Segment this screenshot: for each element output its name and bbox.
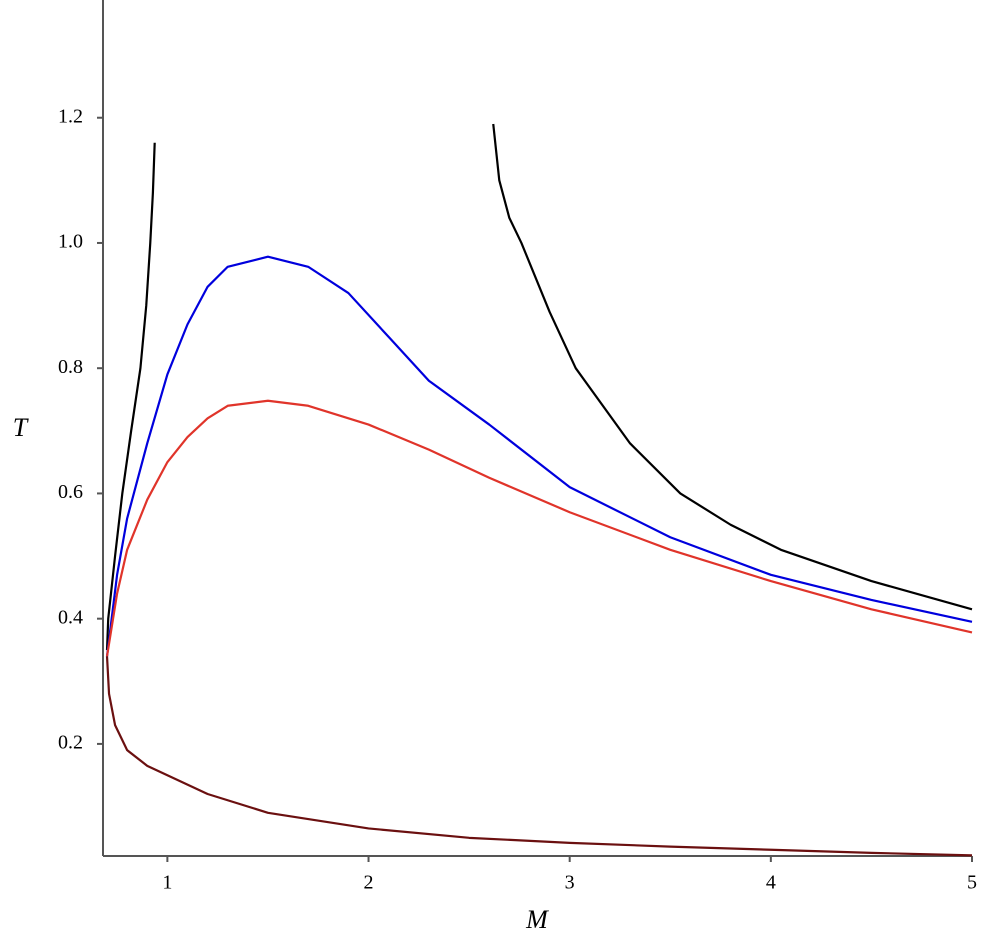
curve xyxy=(105,399,973,657)
y-tick-label: 0.6 xyxy=(58,481,83,503)
y-axis-label: T xyxy=(13,413,29,442)
x-tick-label: 5 xyxy=(967,872,977,894)
curve xyxy=(105,123,973,651)
x-tick-label: 3 xyxy=(565,872,575,894)
y-tick-label: 0.4 xyxy=(58,606,83,628)
y-tick-label: 1.2 xyxy=(58,105,83,127)
x-tick-label: 2 xyxy=(364,872,374,894)
curve xyxy=(105,656,973,857)
y-tick-label: 0.8 xyxy=(58,356,83,378)
y-tick-label: 0.2 xyxy=(58,732,83,754)
curve xyxy=(105,255,973,657)
x-tick-label: 4 xyxy=(766,872,776,894)
x-tick-label: 1 xyxy=(162,872,172,894)
x-axis-label: M xyxy=(525,905,549,934)
y-tick-label: 1.0 xyxy=(58,231,83,253)
